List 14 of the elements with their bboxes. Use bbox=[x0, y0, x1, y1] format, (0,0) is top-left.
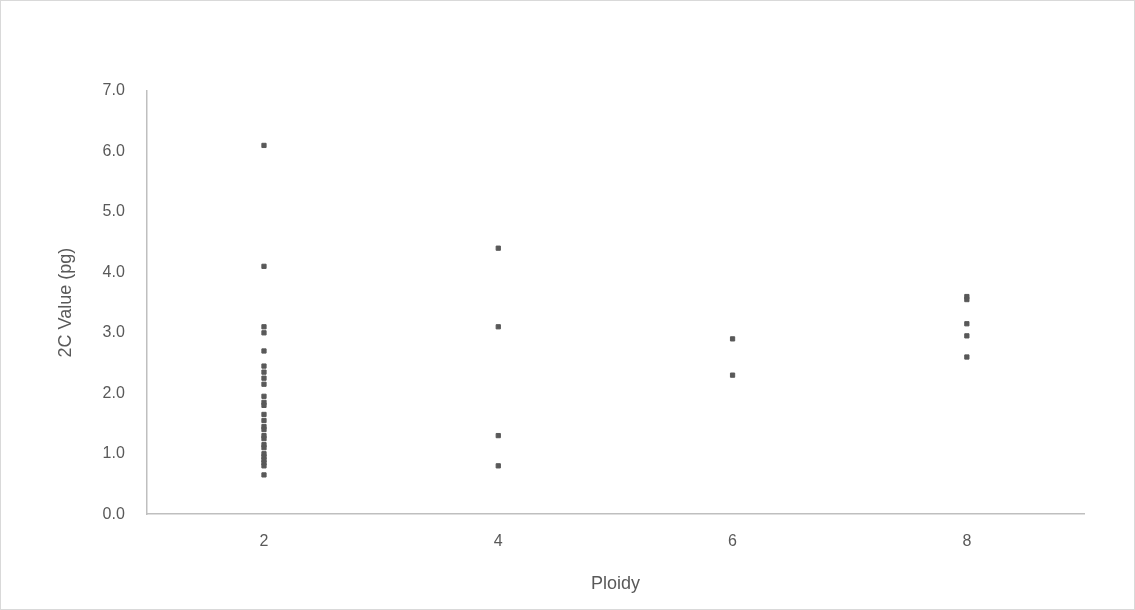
y-tick-label: 3.0 bbox=[102, 323, 125, 341]
x-tick-label: 4 bbox=[493, 532, 503, 550]
y-tick-label: 7.0 bbox=[102, 81, 125, 99]
y-tick-label: 2.0 bbox=[102, 383, 125, 401]
y-axis-title: 2C Value (pg) bbox=[54, 247, 75, 358]
y-tick-label: 4.0 bbox=[102, 262, 125, 280]
x-tick-label: 8 bbox=[962, 532, 972, 550]
x-tick-label: 6 bbox=[728, 532, 738, 550]
y-tick-label: 6.0 bbox=[102, 141, 125, 159]
x-axis-title: Ploidy bbox=[590, 573, 640, 594]
x-tick-label: 2 bbox=[259, 532, 269, 550]
y-tick-label: 5.0 bbox=[102, 202, 125, 220]
y-tick-label: 1.0 bbox=[102, 444, 125, 462]
y-tick-label: 0.0 bbox=[102, 504, 125, 522]
